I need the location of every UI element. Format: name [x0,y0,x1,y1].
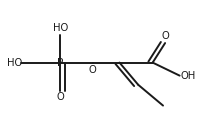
Text: OH: OH [181,71,196,81]
Text: HO: HO [53,23,68,33]
Text: O: O [56,92,64,102]
Text: P: P [57,58,64,68]
Text: O: O [89,65,96,75]
Text: O: O [161,31,169,41]
Text: HO: HO [7,58,22,68]
